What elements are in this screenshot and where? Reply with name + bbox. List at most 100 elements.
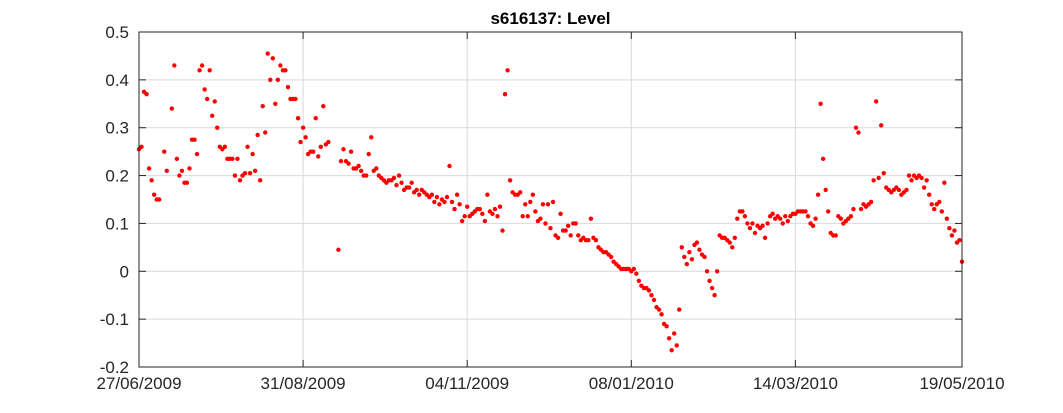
data-point xyxy=(687,249,692,255)
data-point xyxy=(429,192,435,197)
data-point xyxy=(871,178,876,183)
data-point xyxy=(396,173,402,178)
data-point xyxy=(490,211,495,217)
data-point xyxy=(742,214,748,219)
data-point xyxy=(144,92,149,97)
data-point xyxy=(169,106,175,111)
data-point xyxy=(823,187,828,193)
data-point xyxy=(760,223,765,229)
data-point xyxy=(151,192,157,197)
data-point xyxy=(563,228,568,233)
data-point xyxy=(215,125,220,130)
data-point xyxy=(321,103,326,109)
data-point xyxy=(313,115,318,121)
data-point xyxy=(146,166,152,171)
data-point xyxy=(904,187,909,193)
data-point xyxy=(192,137,197,142)
data-point xyxy=(565,223,571,229)
data-point xyxy=(558,211,563,217)
data-point xyxy=(704,269,710,274)
data-point xyxy=(210,113,215,118)
data-point xyxy=(528,199,533,205)
data-point xyxy=(778,216,783,221)
data-point xyxy=(747,226,753,231)
data-point xyxy=(268,77,273,83)
data-point xyxy=(942,180,947,185)
data-point xyxy=(785,218,791,224)
data-point xyxy=(482,218,488,224)
data-point xyxy=(174,156,180,162)
data-point xyxy=(341,147,346,152)
data-point xyxy=(820,156,826,162)
y-tick-label: 0.5 xyxy=(105,23,129,42)
data-point xyxy=(232,173,238,178)
data-point xyxy=(318,144,323,150)
data-point xyxy=(919,175,924,181)
data-point xyxy=(462,214,467,219)
data-point xyxy=(664,324,669,329)
data-point xyxy=(684,261,690,267)
data-point xyxy=(947,226,952,231)
data-point xyxy=(780,221,785,226)
data-point xyxy=(447,163,452,169)
data-point xyxy=(876,175,881,181)
data-point xyxy=(497,204,503,209)
data-point xyxy=(391,175,397,181)
data-point xyxy=(417,192,422,197)
data-point xyxy=(432,199,437,205)
y-tick-label: 0.3 xyxy=(105,119,129,138)
data-point xyxy=(656,307,662,312)
y-tick-label: 0.4 xyxy=(105,71,129,90)
data-point xyxy=(194,151,200,157)
data-point xyxy=(702,254,707,260)
data-point xyxy=(179,168,185,173)
data-point xyxy=(750,221,755,226)
data-point xyxy=(540,202,546,207)
x-tick-label: 27/06/2009 xyxy=(96,374,181,393)
data-point xyxy=(283,68,288,73)
data-point xyxy=(204,96,210,102)
data-point xyxy=(593,237,599,243)
data-point xyxy=(838,216,844,221)
data-point xyxy=(520,214,525,219)
data-point xyxy=(502,92,508,97)
data-point xyxy=(815,192,821,197)
data-point xyxy=(336,247,341,252)
data-point xyxy=(538,216,543,221)
axis-ticks: 0.5 0.4 0.3 0.2 0.1 0 -0.1 -0.227/06/2009 31/08/… xyxy=(96,23,1004,393)
data-point xyxy=(295,115,301,121)
data-point xyxy=(921,185,927,190)
data-point xyxy=(674,343,679,348)
data-point xyxy=(568,233,573,238)
data-point xyxy=(682,254,687,260)
data-point xyxy=(197,68,202,73)
data-point xyxy=(666,336,672,341)
data-point xyxy=(303,135,308,140)
data-point xyxy=(707,278,712,284)
data-point xyxy=(853,125,859,130)
data-point xyxy=(275,77,281,83)
y-tick-label: 0.2 xyxy=(105,167,129,186)
data-point xyxy=(164,168,169,173)
data-point xyxy=(740,209,745,214)
y-tick-label: -0.2 xyxy=(100,358,129,377)
data-point xyxy=(338,159,344,164)
data-point xyxy=(242,170,248,176)
data-point xyxy=(752,230,758,236)
data-point xyxy=(149,178,154,183)
data-point xyxy=(250,151,255,157)
data-point xyxy=(530,192,536,197)
data-point xyxy=(518,190,523,195)
data-point xyxy=(636,278,642,284)
data-point xyxy=(495,214,500,219)
data-point xyxy=(608,254,614,260)
data-point xyxy=(293,96,298,102)
data-point xyxy=(454,192,460,197)
data-point xyxy=(464,204,470,209)
data-point xyxy=(348,149,354,154)
data-point xyxy=(926,192,932,197)
data-point xyxy=(906,173,912,178)
data-point xyxy=(273,101,278,106)
data-point xyxy=(573,221,578,226)
